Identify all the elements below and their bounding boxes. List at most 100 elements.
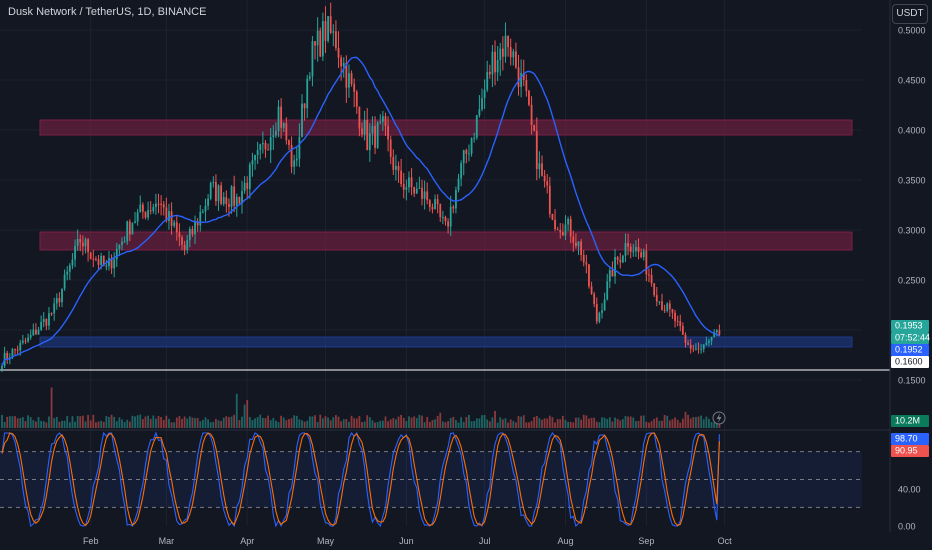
volume-bar — [556, 418, 559, 428]
volume-bar — [413, 416, 416, 428]
volume-bar — [21, 417, 24, 428]
volume-bar — [178, 416, 181, 428]
volume-bar — [376, 422, 379, 428]
currency-unit-button[interactable]: USDT — [892, 4, 928, 24]
volume-bar — [147, 415, 149, 428]
candle — [395, 165, 397, 170]
price-zone — [39, 336, 853, 348]
volume-bar — [332, 417, 335, 428]
volume-bar — [444, 422, 447, 428]
volume-bar — [3, 421, 6, 428]
volume-bar — [24, 421, 27, 428]
volume-bar — [452, 416, 455, 428]
candle — [681, 326, 684, 335]
volume-bar — [655, 417, 658, 428]
volume-bar — [428, 421, 431, 428]
candle — [449, 206, 452, 227]
candle — [217, 185, 220, 202]
time-tick-label: Aug — [557, 536, 573, 546]
candle — [702, 344, 705, 350]
volume-bar — [181, 418, 183, 428]
candle — [314, 41, 316, 46]
volume-bar — [196, 417, 199, 428]
candle — [402, 184, 405, 190]
candle — [501, 48, 504, 57]
candle — [457, 178, 460, 191]
volume-bar — [152, 415, 155, 428]
volume-bar — [288, 419, 290, 428]
volume-bar — [455, 420, 457, 428]
candle — [621, 255, 624, 263]
volume-bar — [637, 420, 640, 428]
candle — [713, 332, 716, 337]
volume-bar — [355, 418, 358, 428]
volume-bar — [697, 416, 700, 428]
volume-bar — [235, 393, 238, 428]
candle — [663, 309, 666, 311]
volume-bar — [624, 415, 627, 428]
candle — [569, 218, 572, 237]
volume-bar — [546, 418, 549, 428]
candle — [335, 31, 337, 49]
candle — [444, 217, 447, 222]
candle — [447, 221, 449, 227]
candle — [319, 30, 322, 57]
volume-bar — [324, 416, 327, 428]
candle — [381, 116, 384, 122]
volume-bar — [384, 416, 387, 428]
volume-bar — [423, 422, 426, 428]
candle — [637, 247, 640, 253]
volume-bar — [340, 421, 343, 428]
volume-bar — [168, 418, 170, 428]
symbol-title: Dusk Network / TetherUS, 1D, BINANCE — [8, 6, 207, 18]
volume-bar — [40, 420, 43, 428]
candle — [92, 258, 95, 260]
candle — [483, 89, 486, 99]
candle — [655, 295, 658, 302]
volume-bar — [708, 418, 710, 428]
volume-bar — [243, 404, 246, 428]
candle — [269, 137, 272, 151]
candle — [590, 286, 593, 294]
candle — [97, 259, 100, 265]
candle — [475, 115, 478, 138]
volume-bar — [582, 414, 585, 428]
volume-bar — [155, 418, 157, 428]
volume-bar — [434, 419, 436, 428]
candle — [577, 241, 580, 247]
volume-bar — [295, 415, 298, 428]
volume-bar — [648, 422, 650, 428]
price-tick-label: 0.5000 — [898, 26, 926, 36]
volume-bar — [475, 418, 478, 428]
candle — [128, 221, 131, 235]
candle — [431, 206, 434, 210]
candle — [434, 199, 436, 210]
candle — [259, 144, 262, 151]
candle — [494, 51, 496, 73]
volume-bar — [157, 416, 160, 428]
volume-bar — [619, 420, 622, 428]
candle — [131, 222, 134, 235]
volume-bar — [601, 417, 603, 428]
volume-bar — [228, 417, 230, 428]
volume-bar — [11, 416, 14, 428]
candle — [152, 207, 155, 211]
time-tick-label: Oct — [718, 536, 733, 546]
volume-bar — [84, 421, 87, 428]
candle — [439, 204, 442, 218]
candle — [329, 16, 332, 33]
lightning-icon[interactable] — [712, 411, 726, 425]
volume-bar — [684, 411, 687, 428]
volume-bar — [366, 415, 369, 428]
candle — [134, 221, 136, 223]
volume-bar — [345, 418, 348, 428]
candle — [491, 51, 494, 75]
candle — [504, 35, 507, 57]
volume-bar — [37, 416, 40, 428]
volume-bar — [27, 415, 29, 428]
candle — [160, 203, 163, 205]
volume-bar — [251, 420, 254, 428]
volume-bar — [533, 416, 536, 428]
volume-bar — [400, 414, 403, 428]
